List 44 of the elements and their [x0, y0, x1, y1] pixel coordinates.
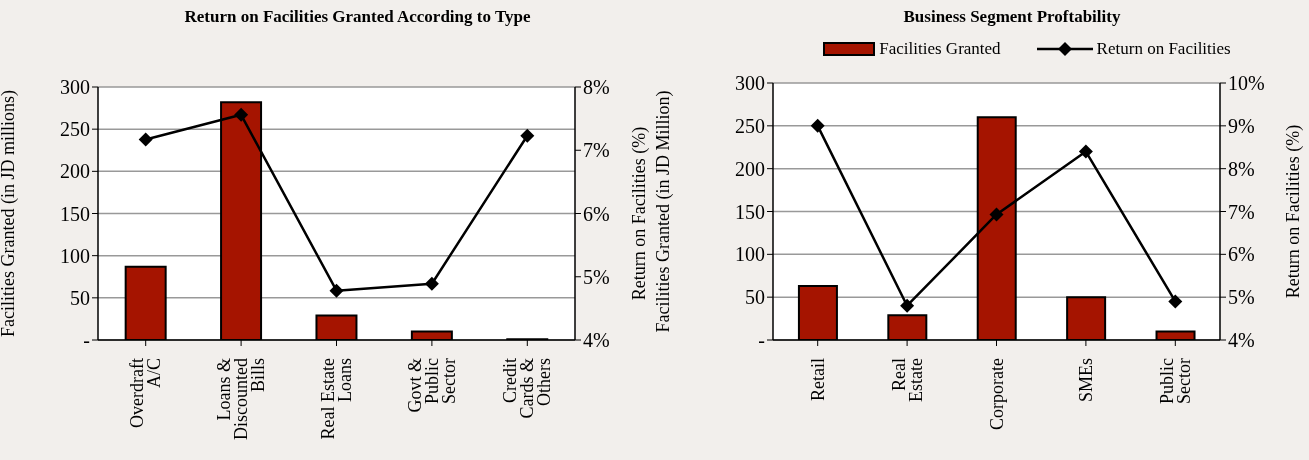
- y2-axis-title: Return on Facilities (%): [1283, 124, 1305, 299]
- legend-label: Return on Facilities: [1096, 39, 1231, 59]
- x-tick-label: Govt & Public Sector: [404, 357, 459, 413]
- y-axis-title: Facilities Granted (in JD millions): [0, 90, 20, 337]
- chart-title: Return on Facilities Granted According to Type: [183, 6, 532, 28]
- y-tick-label: 150: [735, 200, 765, 223]
- y2-tick-label: 8%: [1228, 157, 1255, 180]
- y2-tick-label: 7%: [1228, 200, 1255, 223]
- y2-tick-label: 10%: [1228, 72, 1265, 95]
- y-axis-title: Facilities Granted (in JD Million): [653, 90, 675, 333]
- chart-title: Business Segment Proftability: [902, 6, 1122, 28]
- x-tick-label: Retail: [807, 358, 828, 401]
- x-tick-label: Credit Cards & Others: [500, 358, 555, 419]
- x-tick-label: SMEs: [1075, 358, 1096, 403]
- x-tick-label: Loans & Discounted Bills: [214, 358, 269, 440]
- x-tick-label: Real Estate: [888, 357, 926, 402]
- y2-tick-label: 5%: [1228, 286, 1255, 309]
- y2-tick-label: 7%: [583, 139, 610, 162]
- y2-tick-label: 4%: [583, 329, 610, 352]
- y-tick-label: 200: [735, 157, 765, 180]
- y-tick-label: 100: [735, 243, 765, 266]
- y-tick-label: 50: [745, 286, 765, 309]
- x-tick-label: Corporate: [986, 358, 1007, 430]
- x-tick-label: Real Estate Loans: [318, 357, 355, 440]
- y-tick-label: 250: [735, 114, 765, 137]
- y-tick-label: 300: [735, 72, 765, 95]
- legend-label: Facilities Granted: [879, 39, 1001, 59]
- y2-tick-label: 6%: [583, 202, 610, 225]
- y2-axis-title: Return on Facilities (%): [629, 126, 651, 301]
- y-tick-label: 250: [60, 118, 90, 141]
- y2-tick-label: 8%: [583, 76, 610, 99]
- y2-tick-label: 4%: [1228, 329, 1255, 352]
- y-tick-label: 300: [60, 76, 90, 99]
- x-tick-label: Overdraft A/C: [127, 358, 165, 428]
- y2-tick-label: 5%: [583, 265, 610, 288]
- x-tick-label: Public Sector: [1156, 357, 1194, 405]
- y-tick-label: -: [83, 329, 90, 352]
- y2-tick-label: 9%: [1228, 114, 1255, 137]
- y-tick-label: 200: [60, 160, 90, 183]
- y-tick-label: -: [758, 329, 765, 352]
- y-tick-label: 50: [70, 286, 90, 309]
- y-tick-label: 150: [60, 202, 90, 225]
- y2-tick-label: 6%: [1228, 243, 1255, 266]
- y-tick-label: 100: [60, 244, 90, 267]
